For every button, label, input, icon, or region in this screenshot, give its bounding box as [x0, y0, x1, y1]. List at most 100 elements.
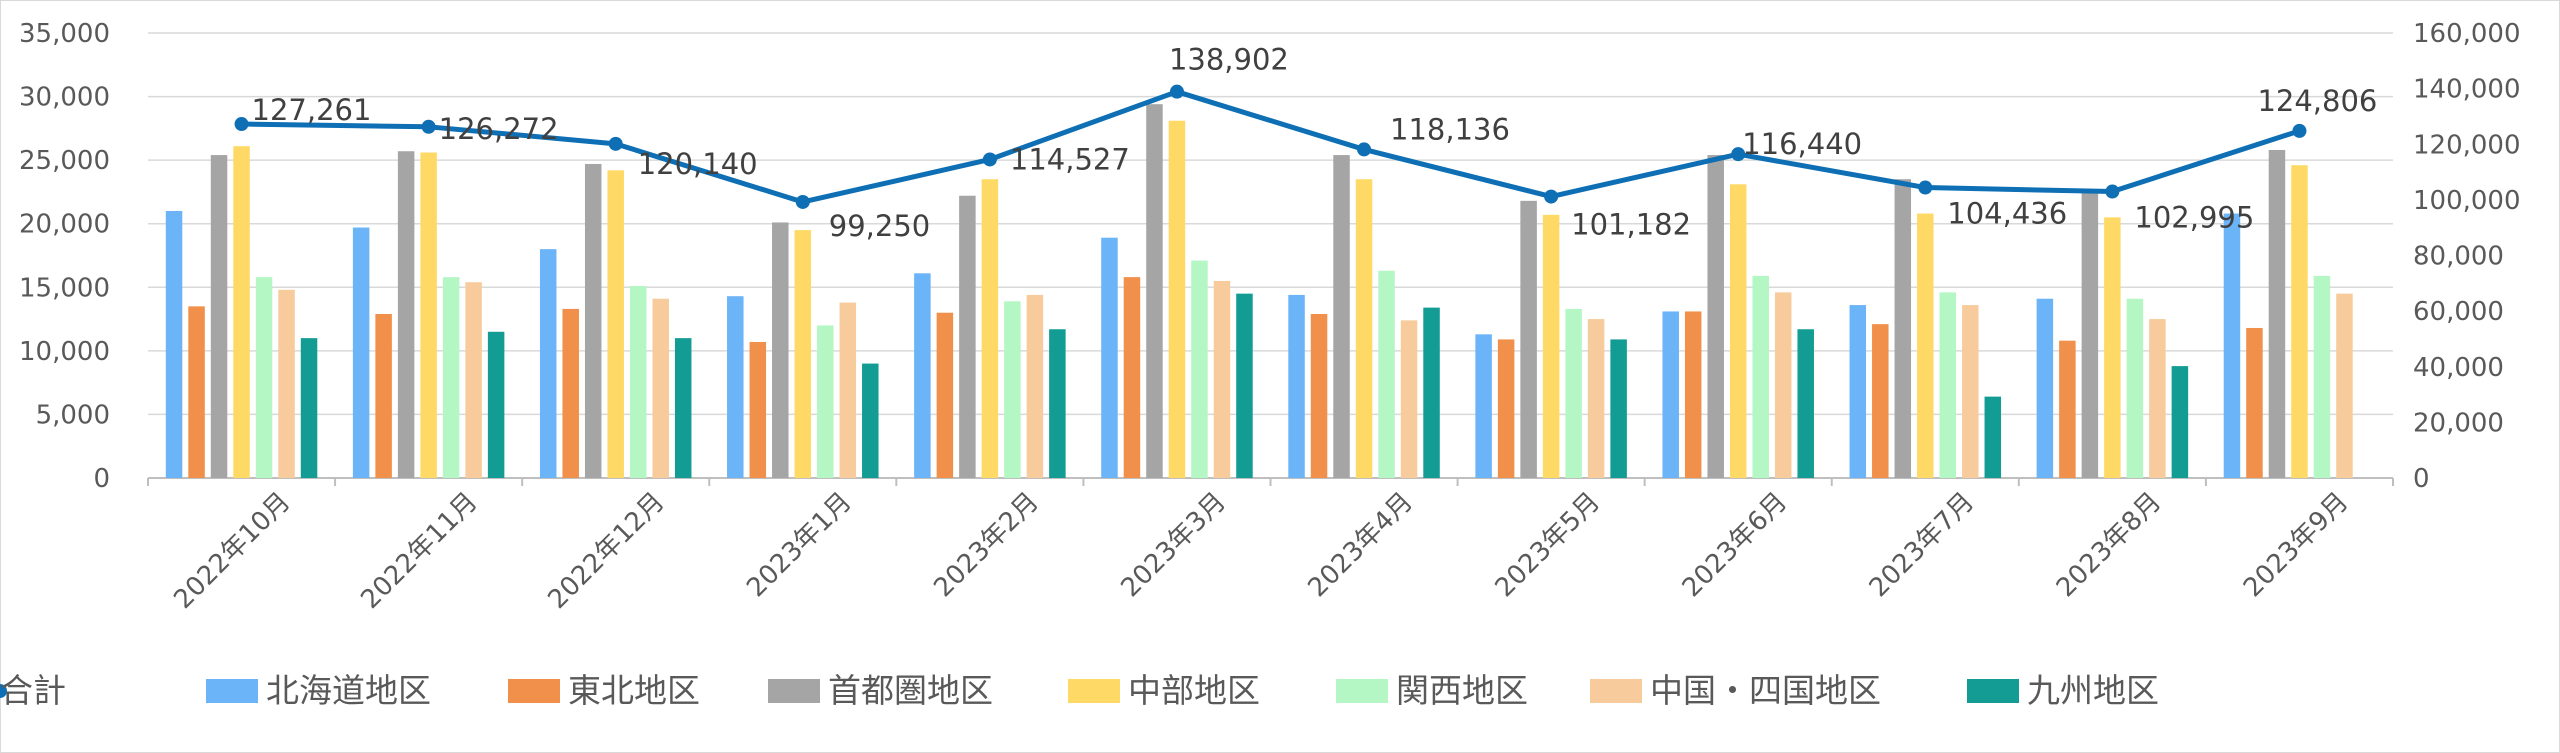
total-marker — [795, 194, 810, 209]
bar — [1288, 294, 1305, 478]
x-tick-label: 2022年12月 — [542, 487, 670, 615]
legend-label: 北海道地区 — [266, 671, 431, 710]
bar — [629, 286, 647, 478]
total-marker — [1544, 189, 1559, 204]
bar — [749, 341, 767, 478]
total-data-label: 127,261 — [252, 93, 372, 127]
total-data-label: 118,136 — [1390, 112, 1510, 146]
bar — [1475, 334, 1492, 478]
bar — [233, 146, 250, 478]
bar — [1400, 320, 1418, 478]
y-tick-label-left: 25,000 — [19, 146, 110, 176]
gridlines — [148, 32, 2393, 479]
bar — [1542, 214, 1560, 479]
y-tick-label-right: 60,000 — [2413, 297, 2504, 327]
total-marker — [1169, 84, 1184, 99]
x-tick-label: 2023年4月 — [1303, 487, 1419, 603]
bar — [794, 230, 812, 478]
x-tick-label: 2023年8月 — [2051, 487, 2167, 603]
bar — [981, 179, 999, 478]
total-marker — [1731, 147, 1746, 162]
bar — [652, 298, 669, 478]
total-data-label: 101,182 — [1571, 208, 1691, 242]
data-labels: 127,261 126,272 120,140 99,250 114,527 138,90… — [252, 43, 2378, 243]
legend-swatch — [1068, 679, 1120, 703]
total-marker — [234, 117, 249, 132]
total-line-series — [234, 84, 2307, 209]
bar — [1168, 120, 1186, 478]
bar — [442, 277, 460, 478]
total-data-label: 114,527 — [1010, 142, 1130, 176]
y-tick-label-right: 20,000 — [2413, 408, 2504, 438]
bar — [2291, 165, 2308, 478]
bar — [1497, 339, 1515, 478]
legend-label: 九州地区 — [2027, 671, 2159, 710]
bar — [539, 249, 557, 478]
bar — [188, 306, 205, 478]
bar — [2268, 149, 2286, 478]
bar — [1774, 292, 1792, 478]
bar — [1752, 275, 1769, 478]
bar — [817, 325, 834, 478]
total-data-label: 102,995 — [2134, 201, 2254, 235]
x-tick-label: 2023年2月 — [928, 487, 1044, 603]
total-data-label: 138,902 — [1169, 43, 1289, 77]
legend-swatch — [206, 679, 258, 703]
bar — [1872, 324, 1889, 478]
total-data-label: 126,272 — [439, 112, 559, 146]
bar — [1213, 280, 1231, 478]
y-tick-label-right: 100,000 — [2413, 186, 2521, 216]
legend-label: 首都圏地区 — [828, 671, 993, 710]
bar — [584, 163, 602, 478]
y-tick-label-right: 0 — [2413, 464, 2430, 494]
legend-swatch — [1590, 679, 1642, 703]
legend-swatch — [1967, 679, 2019, 703]
y-tick-label-right: 140,000 — [2413, 75, 2521, 105]
bar — [1939, 292, 1957, 478]
x-tick-label: 2023年3月 — [1115, 487, 1231, 603]
y-tick-label-left: 10,000 — [19, 337, 110, 367]
bar — [607, 170, 624, 479]
bar — [959, 195, 976, 478]
legend-label: 関西地区 — [1396, 671, 1528, 710]
bar — [862, 363, 879, 478]
bar — [420, 152, 437, 478]
bar — [2036, 298, 2054, 478]
bar — [2126, 298, 2144, 478]
bar — [1984, 396, 2002, 478]
total-marker — [2105, 184, 2120, 199]
y-tick-label-right: 120,000 — [2413, 130, 2521, 160]
bar — [1520, 200, 1537, 479]
x-tick-label: 2023年7月 — [1864, 487, 1980, 603]
bar — [165, 211, 183, 478]
total-marker — [982, 152, 997, 167]
bar — [1662, 311, 1679, 478]
bar — [1101, 237, 1118, 478]
bar — [1565, 308, 1582, 478]
bar — [1917, 213, 1934, 479]
bar — [255, 277, 273, 478]
y-tick-label-right: 160,000 — [2413, 19, 2521, 49]
legend-swatch-marker — [0, 684, 7, 698]
bar — [2336, 293, 2353, 478]
y-tick-label-right: 40,000 — [2413, 353, 2504, 383]
y-tick-label-left: 35,000 — [19, 19, 110, 49]
bar — [727, 296, 744, 478]
y-tick-label-left: 15,000 — [19, 273, 110, 303]
legend: 北海道地区 東北地区 首都圏地区 中部地区 関西地区 中国・四国地区 九州地区 合計 — [0, 671, 2159, 710]
bar — [1729, 184, 1747, 479]
bar — [2246, 327, 2263, 478]
bar — [210, 155, 228, 479]
bar — [674, 338, 692, 478]
x-tick-label: 2022年11月 — [355, 487, 483, 615]
total-data-label: 99,250 — [829, 209, 930, 243]
total-marker — [608, 136, 623, 151]
bar — [2313, 275, 2331, 478]
bar — [375, 313, 392, 478]
bar — [2081, 190, 2099, 478]
x-tick-label: 2023年1月 — [741, 487, 857, 603]
legend-label: 中部地区 — [1128, 671, 1260, 710]
bar — [2149, 319, 2166, 478]
bar — [300, 338, 318, 478]
x-tick-label: 2023年5月 — [1490, 487, 1606, 603]
